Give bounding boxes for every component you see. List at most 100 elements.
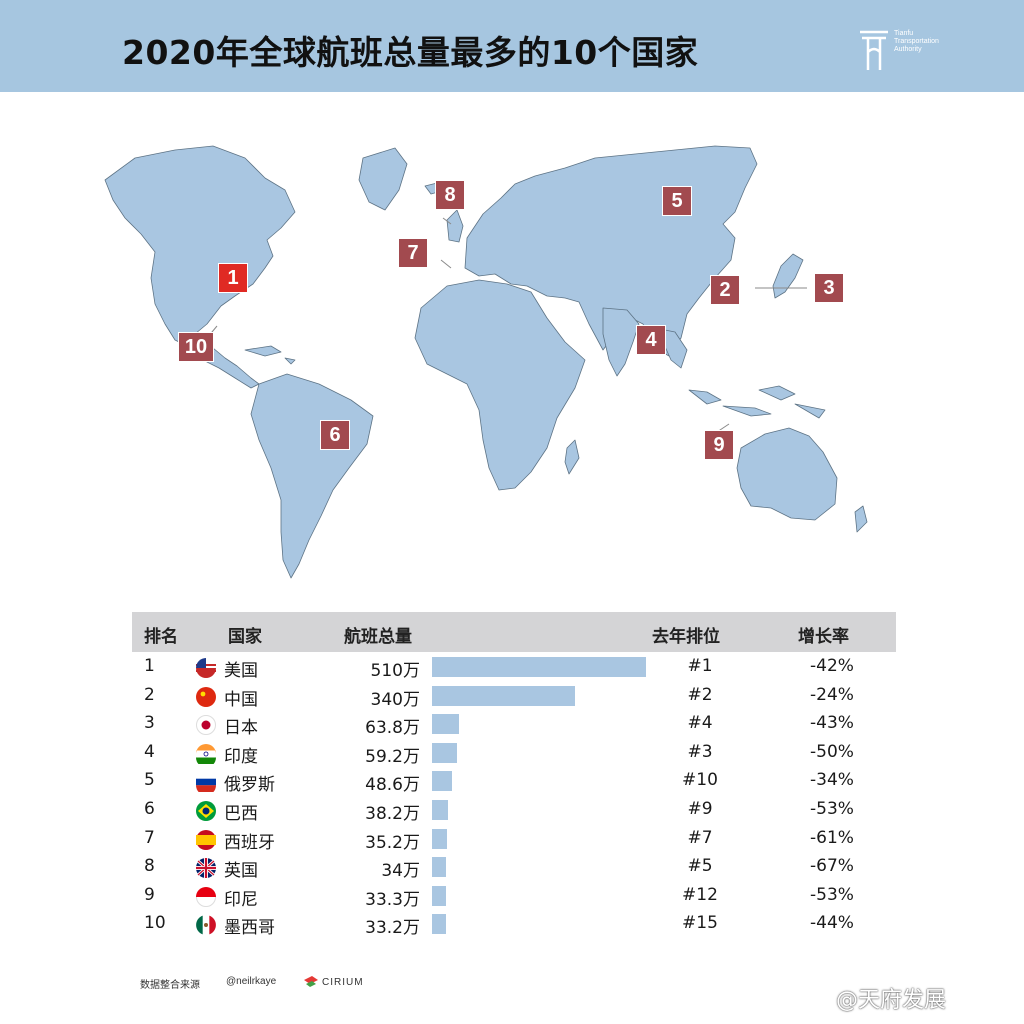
flights-cell: 38.2万 [365, 803, 420, 824]
flight-volume-bar [432, 771, 453, 792]
cirium-mark-icon [304, 976, 318, 987]
madagascar-landmass [564, 439, 580, 475]
last-year-rank-cell: #5 [687, 856, 713, 877]
table-header: 排名 国家 航班总量 去年排位 增长率 [132, 612, 896, 652]
ranking-table: 排名 国家 航班总量 去年排位 增长率 1 美国 510万 #1 -42% 2 中国 340万… [132, 612, 896, 938]
jp-flag-icon [196, 715, 216, 736]
tianfu-logo-icon [860, 30, 888, 70]
japan-landmass [772, 253, 804, 299]
last-year-rank-cell: #10 [682, 770, 718, 791]
map-marker-spain: 7 [398, 238, 428, 268]
country-cell: 英国 [224, 861, 258, 882]
country-cell: 中国 [224, 689, 258, 710]
rank-cell: 9 [144, 884, 155, 905]
cirium-text: CIRIUM [322, 976, 364, 988]
growth-cell: -24% [810, 684, 854, 705]
ru-flag-icon [196, 772, 216, 796]
header-country: 国家 [228, 627, 262, 647]
last-year-rank-cell: #3 [687, 741, 713, 762]
weibo-watermark: @天府发展 [836, 988, 947, 1013]
spain-leader-line [440, 259, 452, 269]
rank-cell: 3 [144, 713, 155, 734]
flight-volume-bar [432, 857, 447, 878]
header-rank: 排名 [144, 627, 178, 647]
map-marker-uk: 8 [435, 180, 465, 210]
indonesia-islands [688, 385, 826, 419]
country-cell: 俄罗斯 [224, 775, 275, 796]
flights-cell: 510万 [370, 661, 420, 681]
table-body: 1 美国 510万 #1 -42% 2 中国 340万 #2 -24% 3 日本 63.8万 #4 -43%… [132, 652, 896, 938]
growth-cell: -42% [810, 656, 854, 676]
flight-volume-bar [432, 657, 646, 677]
table-row: 7 西班牙 35.2万 #7 -61% [132, 824, 896, 853]
country-cell: 美国 [224, 661, 258, 681]
map-marker-indonesia: 9 [704, 430, 734, 460]
us-flag-icon [196, 658, 216, 678]
logo-text: Tianfu Transportation Authority [894, 30, 939, 53]
country-cell: 墨西哥 [224, 918, 275, 939]
br-flag-icon [196, 800, 216, 821]
rank-cell: 4 [144, 741, 155, 762]
author-handle: @neilrkaye [226, 976, 277, 987]
table-row: 9 印尼 33.3万 #12 -53% [132, 881, 896, 910]
last-year-rank-cell: #1 [687, 656, 713, 676]
last-year-rank-cell: #15 [682, 913, 718, 934]
mx-flag-icon [196, 915, 216, 936]
table-row: 2 中国 340万 #2 -24% [132, 681, 896, 710]
uk-flag-icon [196, 858, 216, 879]
india-landmass [602, 307, 640, 377]
growth-cell: -67% [810, 856, 854, 877]
flight-volume-bar [432, 828, 447, 849]
growth-cell: -34% [810, 770, 854, 791]
page-title: 2020年全球航班总量最多的10个国家 [122, 33, 699, 72]
growth-cell: -43% [810, 713, 854, 734]
flight-volume-bar [432, 799, 449, 820]
table-row: 10 墨西哥 33.2万 #15 -44% [132, 909, 896, 938]
flights-cell: 34万 [381, 861, 420, 882]
rank-cell: 10 [144, 913, 166, 934]
table-row: 8 英国 34万 #5 -67% [132, 852, 896, 881]
flights-cell: 59.2万 [365, 746, 420, 767]
country-cell: 印尼 [224, 889, 258, 910]
flight-volume-bar [432, 685, 575, 706]
flights-cell: 48.6万 [365, 775, 420, 796]
flights-cell: 33.2万 [365, 918, 420, 939]
map-marker-russia: 5 [662, 186, 692, 216]
growth-cell: -53% [810, 884, 854, 905]
growth-cell: -44% [810, 913, 854, 934]
last-year-rank-cell: #7 [687, 827, 713, 848]
map-marker-japan: 3 [814, 273, 844, 303]
rank-cell: 2 [144, 684, 155, 705]
country-cell: 印度 [224, 746, 258, 767]
table-row: 4 印度 59.2万 #3 -50% [132, 738, 896, 768]
map-marker-china: 2 [710, 275, 740, 305]
flights-cell: 340万 [370, 689, 420, 710]
rank-cell: 6 [144, 798, 155, 819]
last-year-rank-cell: #12 [682, 884, 718, 905]
flight-volume-bar [432, 885, 446, 906]
last-year-rank-cell: #2 [687, 684, 713, 705]
rank-cell: 1 [144, 656, 155, 676]
in-flag-icon [196, 743, 216, 768]
flight-volume-bar [432, 714, 459, 735]
uk-leader-line [442, 217, 452, 225]
tianfu-logo: Tianfu Transportation Authority [858, 28, 968, 72]
uk-landmass [446, 209, 464, 243]
new-zealand-landmass [854, 505, 868, 533]
map-marker-brazil: 6 [320, 420, 350, 450]
last-year-rank-cell: #4 [687, 713, 713, 734]
rank-cell: 8 [144, 856, 155, 877]
table-row: 5 俄罗斯 48.6万 #10 -34% [132, 766, 896, 796]
map-marker-mexico: 10 [178, 332, 214, 362]
flight-volume-bar [432, 742, 457, 763]
rank-cell: 5 [144, 770, 155, 791]
header-flights: 航班总量 [344, 627, 412, 647]
greenland-landmass [358, 147, 408, 211]
flights-cell: 35.2万 [365, 832, 420, 853]
table-row: 3 日本 63.8万 #4 -43% [132, 709, 896, 738]
flights-cell: 33.3万 [365, 889, 420, 910]
rank-cell: 7 [144, 827, 155, 848]
country-cell: 西班牙 [224, 832, 275, 853]
south-america-landmass [250, 373, 374, 579]
cn-flag-icon [196, 686, 216, 707]
